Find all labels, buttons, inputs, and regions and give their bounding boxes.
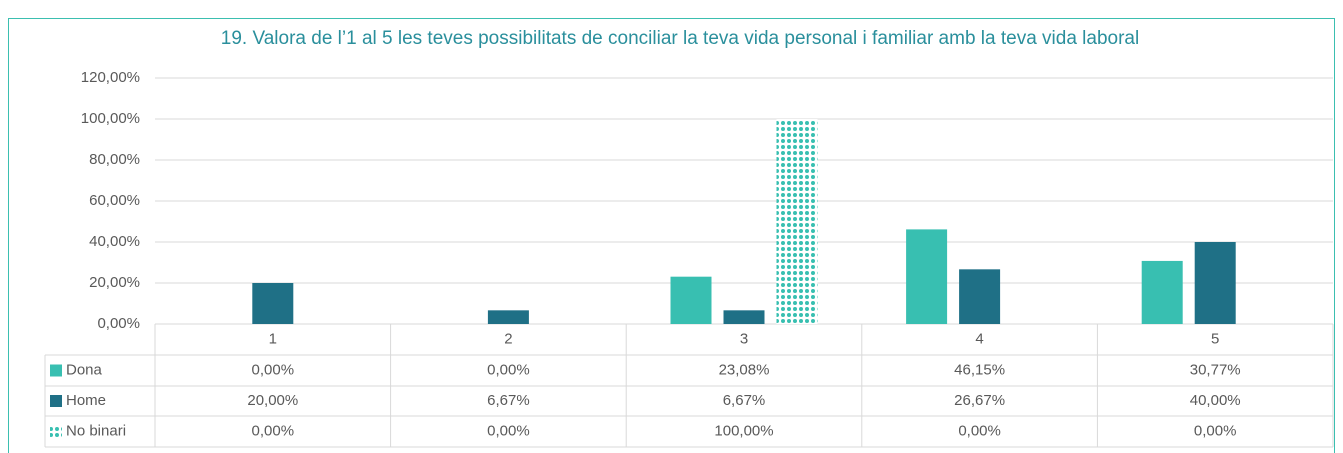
y-tick-label: 0,00% [97, 315, 140, 332]
y-tick-label: 120,00% [81, 69, 140, 86]
bar [670, 276, 712, 324]
bar [1141, 260, 1183, 324]
y-tick-label: 60,00% [89, 192, 140, 209]
chart-title: 19. Valora de l’1 al 5 les teves possibi… [220, 28, 1140, 49]
legend-swatch [50, 395, 62, 407]
y-tick-label: 40,00% [89, 233, 140, 250]
chart-frame [8, 18, 1335, 453]
x-tick-label: 5 [1211, 330, 1219, 347]
table-value: 0,00% [958, 422, 1001, 439]
table-value: 0,00% [487, 422, 530, 439]
legend-label: No binari [66, 422, 126, 439]
x-tick-label: 2 [504, 330, 512, 347]
bar [959, 269, 1001, 324]
y-tick-label: 20,00% [89, 274, 140, 291]
legend-swatch [50, 425, 62, 438]
table-value: 100,00% [714, 422, 773, 439]
table-value: 26,67% [954, 392, 1005, 409]
bar [776, 119, 818, 324]
table-value: 0,00% [252, 422, 295, 439]
table-value: 46,15% [954, 361, 1005, 378]
y-tick-label: 100,00% [81, 110, 140, 127]
table-value: 0,00% [487, 361, 530, 378]
table-value: 20,00% [247, 392, 298, 409]
table-value: 0,00% [1194, 422, 1237, 439]
bar [723, 310, 765, 324]
x-tick-label: 1 [269, 330, 277, 347]
table-value: 40,00% [1190, 392, 1241, 409]
legend-swatch [50, 364, 62, 377]
table-value: 23,08% [719, 361, 770, 378]
y-tick-label: 80,00% [89, 151, 140, 168]
table-value: 30,77% [1190, 361, 1241, 378]
legend-label: Dona [66, 361, 103, 378]
x-tick-label: 3 [740, 330, 748, 347]
table-value: 0,00% [252, 361, 295, 378]
legend-label: Home [66, 392, 106, 409]
bar [252, 283, 294, 324]
bar [906, 229, 948, 324]
bar [487, 310, 529, 324]
table-value: 6,67% [487, 392, 530, 409]
x-tick-label: 4 [975, 330, 983, 347]
bar [1194, 242, 1236, 324]
table-value: 6,67% [723, 392, 766, 409]
